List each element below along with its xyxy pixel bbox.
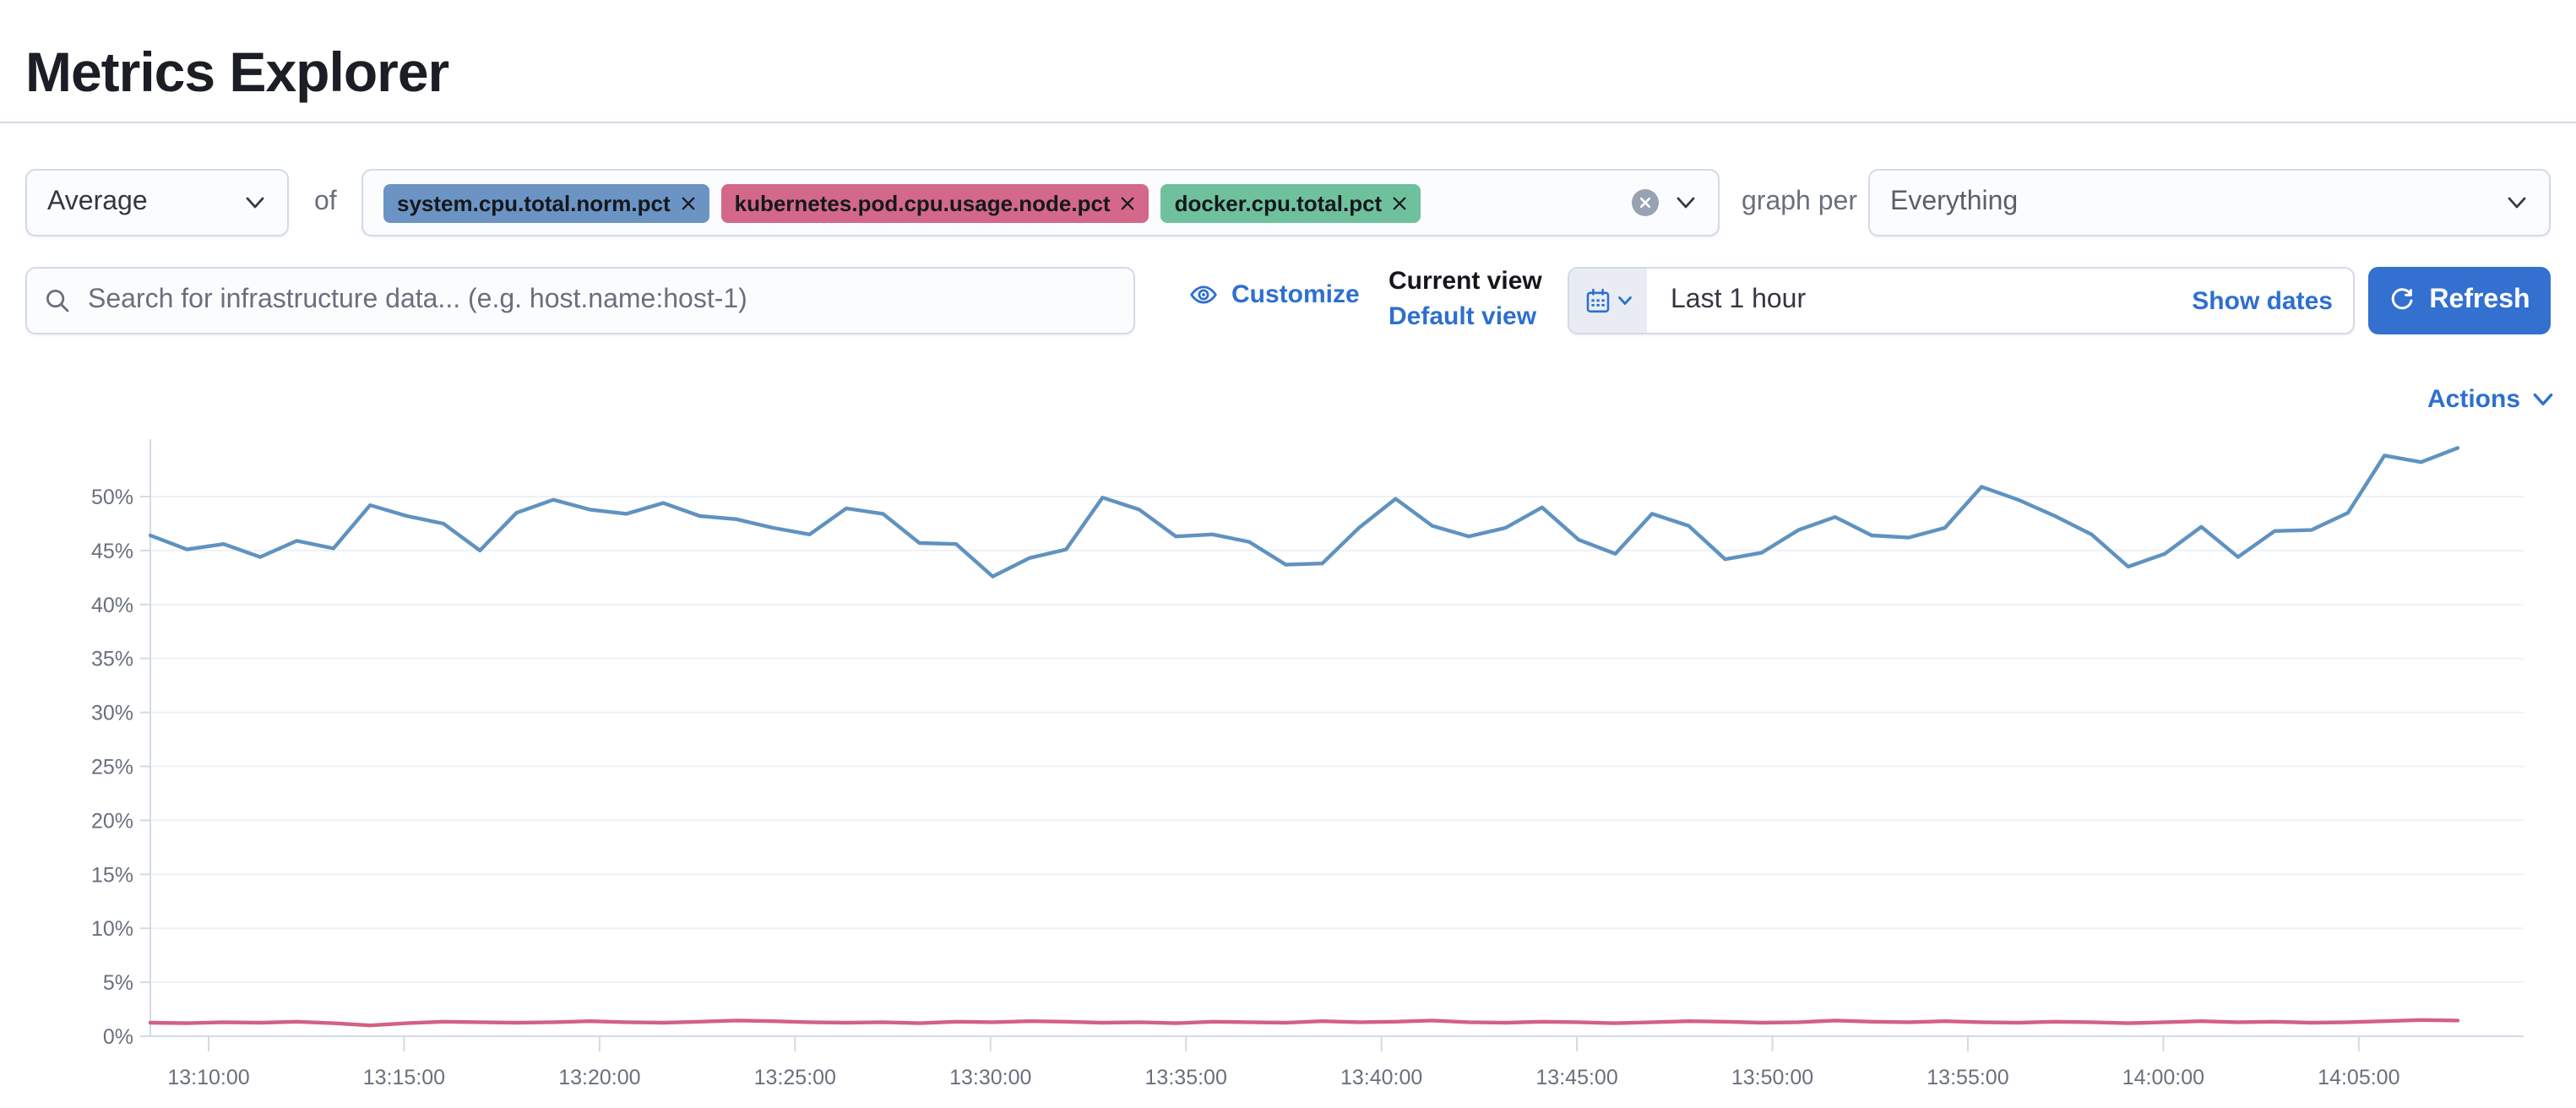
svg-text:5%: 5% bbox=[103, 971, 133, 995]
refresh-icon bbox=[2392, 288, 2413, 310]
svg-text:15%: 15% bbox=[91, 863, 133, 887]
date-picker: Last 1 hour Show dates bbox=[1568, 267, 2355, 334]
chevron-down-icon bbox=[246, 197, 264, 209]
search-bar bbox=[25, 267, 1135, 334]
metric-pill-list: system.cpu.total.norm.pct kubernetes.pod… bbox=[383, 183, 1632, 222]
svg-text:0%: 0% bbox=[103, 1025, 133, 1049]
metrics-chart[interactable]: 0% 5% 10% 15% 20% 25% 30% 35% 40% 45% 50% 13:10:00 1… bbox=[0, 422, 2576, 1108]
date-range-value[interactable]: Last 1 hour bbox=[1671, 285, 1807, 314]
svg-text:35%: 35% bbox=[91, 648, 133, 671]
svg-text:13:30:00: 13:30:00 bbox=[949, 1066, 1031, 1089]
close-icon bbox=[1639, 197, 1651, 209]
svg-text:10%: 10% bbox=[91, 917, 133, 941]
actions-menu-button[interactable]: Actions bbox=[2427, 385, 2556, 414]
svg-text:14:05:00: 14:05:00 bbox=[2318, 1066, 2399, 1089]
svg-text:20%: 20% bbox=[91, 809, 133, 833]
customize-button[interactable]: Customize bbox=[1189, 280, 1360, 309]
current-view-label: Current view bbox=[1389, 267, 1542, 296]
remove-metric-icon[interactable] bbox=[681, 195, 696, 210]
aggregation-select[interactable]: Average bbox=[25, 169, 289, 236]
page-title: Metrics Explorer bbox=[25, 41, 449, 104]
svg-text:13:20:00: 13:20:00 bbox=[558, 1066, 640, 1089]
svg-text:25%: 25% bbox=[91, 756, 133, 779]
metrics-combobox[interactable]: system.cpu.total.norm.pct kubernetes.pod… bbox=[361, 169, 1720, 236]
svg-text:13:40:00: 13:40:00 bbox=[1340, 1066, 1422, 1089]
clear-all-metrics-button[interactable] bbox=[1632, 189, 1659, 216]
chevron-down-icon bbox=[2508, 197, 2526, 209]
view-switcher: Current view Default view bbox=[1389, 263, 1542, 334]
search-icon bbox=[46, 290, 69, 312]
view-name-link[interactable]: Default view bbox=[1389, 302, 1537, 331]
metric-pill[interactable]: kubernetes.pod.cpu.usage.node.pct bbox=[720, 183, 1149, 222]
calendar-icon bbox=[1585, 288, 1609, 313]
search-input[interactable] bbox=[84, 284, 1117, 318]
svg-text:14:00:00: 14:00:00 bbox=[2122, 1066, 2204, 1089]
eye-icon bbox=[1190, 285, 1217, 304]
svg-text:13:25:00: 13:25:00 bbox=[754, 1066, 836, 1089]
aggregation-value: Average bbox=[47, 187, 148, 216]
svg-text:13:45:00: 13:45:00 bbox=[1535, 1066, 1617, 1089]
metric-pill[interactable]: docker.cpu.total.pct bbox=[1160, 183, 1421, 222]
group-by-value: Everything bbox=[1890, 187, 2019, 216]
svg-text:13:10:00: 13:10:00 bbox=[167, 1066, 249, 1089]
chevron-down-icon bbox=[1617, 296, 1631, 305]
svg-text:45%: 45% bbox=[91, 540, 133, 563]
show-dates-button[interactable]: Show dates bbox=[2192, 286, 2333, 315]
metric-pill[interactable]: system.cpu.total.norm.pct bbox=[383, 183, 709, 222]
svg-text:50%: 50% bbox=[91, 486, 133, 509]
svg-text:13:50:00: 13:50:00 bbox=[1731, 1066, 1813, 1089]
chevron-down-icon bbox=[2533, 393, 2553, 406]
of-label: of bbox=[314, 187, 337, 216]
refresh-button[interactable]: Refresh bbox=[2368, 267, 2551, 334]
svg-text:30%: 30% bbox=[91, 702, 133, 725]
remove-metric-icon[interactable] bbox=[1121, 195, 1136, 210]
graph-per-label: graph per bbox=[1742, 187, 1857, 216]
svg-text:13:15:00: 13:15:00 bbox=[363, 1066, 445, 1089]
svg-text:40%: 40% bbox=[91, 594, 133, 617]
remove-metric-icon[interactable] bbox=[1392, 195, 1407, 210]
date-quick-select-button[interactable] bbox=[1569, 269, 1647, 333]
svg-text:13:55:00: 13:55:00 bbox=[1927, 1066, 2008, 1089]
header-divider bbox=[0, 122, 2576, 123]
svg-text:13:35:00: 13:35:00 bbox=[1145, 1066, 1227, 1089]
chevron-down-icon[interactable] bbox=[1674, 191, 1698, 215]
group-by-select[interactable]: Everything bbox=[1868, 169, 2551, 236]
